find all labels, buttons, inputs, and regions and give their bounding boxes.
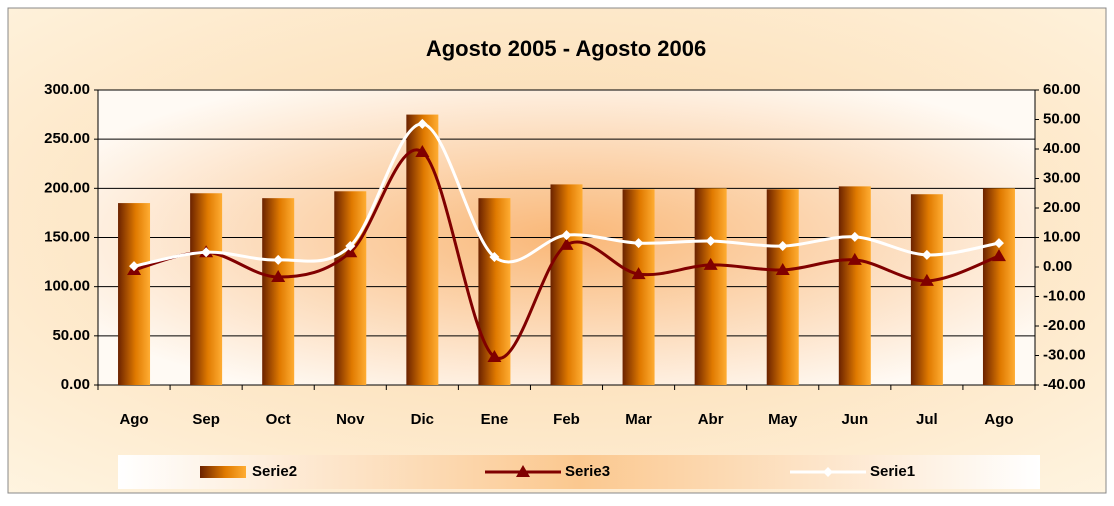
y-tick-label: 100.00 [44, 278, 90, 295]
x-tick-label: Ago [119, 411, 148, 428]
legend-label: Serie2 [252, 463, 297, 480]
diamond-marker [417, 118, 428, 129]
triangle-marker [631, 267, 646, 280]
diamond-marker [273, 254, 284, 265]
y2-tick-label: -30.00 [1043, 346, 1086, 363]
y2-tick-label: -20.00 [1043, 317, 1086, 334]
diamond-marker [201, 247, 212, 258]
legend-marker [823, 467, 833, 477]
bar [334, 191, 367, 385]
diamond-marker [921, 249, 932, 260]
y2-tick-label: 10.00 [1043, 228, 1081, 245]
diamond-marker [345, 241, 356, 252]
x-tick-label: Dic [411, 411, 434, 428]
triangle-marker [775, 262, 790, 275]
y-tick-label: 50.00 [52, 327, 90, 344]
bar [622, 189, 655, 385]
bar [118, 203, 151, 385]
triangle-marker [271, 270, 286, 283]
legend-swatch [200, 466, 246, 478]
diamond-marker [129, 261, 140, 272]
bar [550, 184, 583, 385]
y-tick-label: 0.00 [61, 376, 90, 393]
triangle-marker [487, 349, 502, 362]
x-tick-label: Feb [553, 411, 580, 428]
legend-label: Serie3 [565, 463, 610, 480]
y2-tick-label: 60.00 [1043, 81, 1081, 98]
bar [910, 194, 943, 385]
series-line [133, 148, 1000, 360]
triangle-marker [847, 252, 862, 265]
x-tick-label: Jun [841, 411, 868, 428]
diamond-marker [777, 241, 788, 252]
diamond-marker [561, 230, 572, 241]
bar [190, 193, 223, 385]
triangle-marker [703, 257, 718, 270]
bar [262, 198, 295, 385]
triangle-marker [343, 245, 358, 258]
y2-tick-label: 30.00 [1043, 169, 1081, 186]
bar [406, 114, 439, 385]
legend-marker [516, 465, 530, 477]
triangle-marker [991, 249, 1006, 262]
legend-label: Serie1 [870, 463, 915, 480]
triangle-marker [559, 237, 574, 250]
triangle-marker [415, 144, 430, 157]
y-tick-label: 150.00 [44, 228, 90, 245]
x-tick-label: Oct [266, 411, 291, 428]
y2-tick-label: 20.00 [1043, 199, 1081, 216]
y-tick-label: 250.00 [44, 130, 90, 147]
y-tick-label: 200.00 [44, 179, 90, 196]
chart-title: Agosto 2005 - Agosto 2006 [426, 36, 706, 61]
x-tick-label: Nov [336, 411, 365, 428]
bar [982, 188, 1015, 385]
x-tick-label: Abr [698, 411, 724, 428]
diamond-marker [849, 231, 860, 242]
diamond-marker [489, 251, 500, 262]
y2-tick-label: 0.00 [1043, 258, 1072, 275]
y2-tick-label: 40.00 [1043, 140, 1081, 157]
diamond-marker [633, 238, 644, 249]
x-tick-label: Ago [984, 411, 1013, 428]
diamond-marker [993, 238, 1004, 249]
x-tick-label: Sep [192, 411, 220, 428]
triangle-marker [919, 273, 934, 286]
bar [838, 186, 871, 385]
diamond-marker [705, 236, 716, 247]
x-tick-label: Jul [916, 411, 938, 428]
y2-tick-label: 50.00 [1043, 110, 1081, 127]
series-line [133, 122, 1000, 268]
x-tick-label: Mar [625, 411, 652, 428]
legend-box [118, 455, 1040, 489]
y2-tick-label: -40.00 [1043, 376, 1086, 393]
x-tick-label: Ene [481, 411, 509, 428]
x-tick-label: May [768, 411, 798, 428]
bar [766, 189, 799, 385]
y-tick-label: 300.00 [44, 81, 90, 98]
bar [694, 188, 727, 385]
y2-tick-label: -10.00 [1043, 287, 1086, 304]
